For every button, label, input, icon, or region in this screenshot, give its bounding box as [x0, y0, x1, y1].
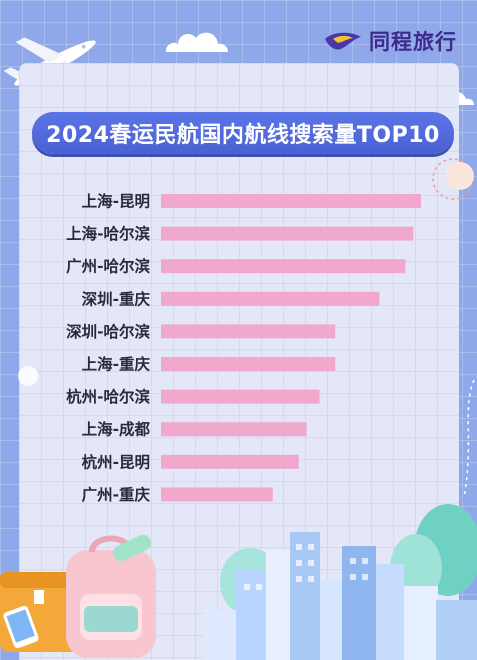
bar-6 [161, 389, 320, 404]
category-label-1: 上海-哈尔滨 [66, 224, 150, 243]
dotted-curve-icon [463, 380, 475, 499]
circle-decoration-icon [18, 366, 38, 386]
bar-3 [161, 291, 380, 306]
category-label-7: 上海-成都 [82, 420, 151, 439]
category-label-9: 广州-重庆 [82, 485, 151, 504]
bar-8 [161, 454, 299, 469]
bar-4 [161, 324, 336, 339]
circle-decoration-icon [432, 158, 474, 200]
bar-7 [161, 422, 307, 437]
cloud-icon [165, 32, 229, 52]
bar-5 [161, 357, 336, 371]
category-label-0: 上海-昆明 [82, 192, 150, 211]
category-label-3: 深圳-重庆 [82, 289, 151, 308]
bar-0 [161, 194, 421, 208]
brand-name: 同程旅行 [369, 30, 457, 54]
tongcheng-bird-logo-icon [325, 32, 361, 50]
brand-logo: 同程旅行 [323, 28, 457, 54]
category-label-8: 杭州-昆明 [82, 452, 150, 471]
city-skyline-icon [0, 504, 477, 660]
category-label-4: 深圳-哈尔滨 [66, 322, 150, 341]
bar-1 [161, 226, 414, 241]
bar-9 [161, 487, 273, 502]
chart-title-banner: 2024春运民航国内航线搜索量TOP10 [32, 112, 454, 154]
category-label-2: 广州-哈尔滨 [66, 257, 150, 276]
category-label-5: 上海-重庆 [82, 355, 151, 374]
chart-title: 2024春运民航国内航线搜索量TOP10 [46, 123, 440, 148]
bar-2 [161, 259, 406, 274]
category-label-6: 杭州-哈尔滨 [66, 387, 150, 406]
